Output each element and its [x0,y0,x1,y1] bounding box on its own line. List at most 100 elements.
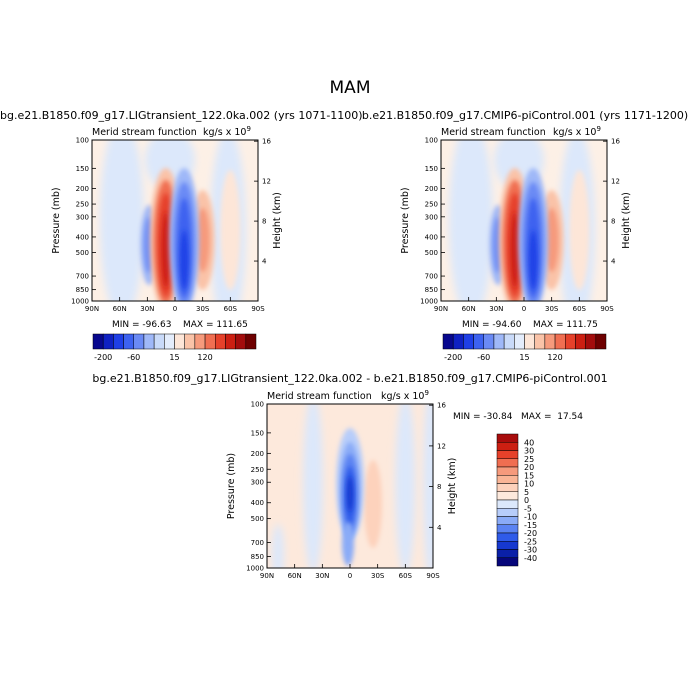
panel2-xtick-label: 30S [545,305,559,313]
colorbar-panel2-swatch [442,333,454,350]
colorbar-panel2-swatch [534,333,546,350]
colorbar-diff-swatch [496,508,519,517]
colorbar-diff-swatch [496,549,519,558]
colorbar-panel2: -200 -60 15 120 [442,333,607,362]
colorbar-diff-swatch [496,450,519,459]
panel3-field [267,404,433,568]
panel1-xtick-label: 60S [224,305,238,313]
panel2-ytick-label: 500 [425,249,438,257]
panel3-ytick-label: 500 [251,515,264,523]
panel1-field [92,140,258,301]
colorbar-panel2-swatch [554,333,566,350]
colorbar-diff-label: -25 [524,537,537,546]
panel2-cell [569,170,590,290]
colorbar-panel1: -200 -60 15 120 [92,333,257,362]
panel1-xtick-label: 90N [85,305,99,313]
colorbar-panel2-swatch [483,333,495,350]
colorbar-panel1-swatch [92,333,104,350]
colorbar-panel1-swatch [123,333,134,350]
colorbar-diff-swatch [496,499,519,509]
panel1-ytick-label: 100 [76,137,89,145]
panel3-ytick-label: 700 [251,539,264,547]
panel3-subtitle-left: Merid stream function [267,391,372,402]
panel3-region [303,404,324,568]
panel3-region [272,524,285,568]
colorbar-panel1-swatch [245,333,257,350]
panel1-cell [220,170,241,290]
panel1-cell-neg [180,230,189,290]
panel2-xtick-label: 90N [434,305,448,313]
panel3-xtick-label: 30S [371,572,385,580]
colorbar-panel1-swatch [133,333,145,350]
panel1-max-label: MAX = 111.65 [183,320,248,330]
panel2-ytick-right-label: 12 [611,178,620,186]
panel3-ytick-right-label: 12 [437,442,446,450]
panel2-plot: 90N 60N 30N 0 30S 60S 90S 100 150 200 250 300 400 500… [400,137,632,314]
colorbar-panel1-swatch [153,333,165,350]
panel2-min-label: MIN = -94.60 [462,320,522,330]
panel2-field [441,140,607,301]
colorbar-panel1-swatch [235,333,247,350]
colorbar-panel1-swatch [184,333,196,350]
panel2-ytick-label: 850 [425,286,438,294]
colorbar-panel1-swatch [204,333,216,350]
panel2-ytick-label: 700 [425,273,438,281]
colorbar-diff-swatch [496,491,519,501]
panel3-cell-neg [347,476,353,512]
panel2-xtick-label: 0 [522,305,526,313]
panel3-cell-neg [342,522,354,566]
colorbar-panel1-swatch [215,333,226,350]
panel1-region [100,140,144,301]
colorbar-diff-label: 25 [524,455,534,464]
panel1-xtick-label: 90S [251,305,265,313]
panel2-title: b.e21.B1850.f09_g17.CMIP6-piControl.001 … [361,109,689,122]
panel1-ytick-right-label: 8 [262,218,266,226]
panel3-ytick-label: 200 [251,450,264,458]
panel2-subtitle-units: kg/s x 109 [553,125,601,139]
panel2-ytick-label: 300 [425,213,438,221]
colorbar-diff-swatch [496,524,519,534]
panel3-ytick-label: 300 [251,479,264,487]
panel1-ytick-right-label: 16 [262,138,271,146]
panel2-ytick-label: 200 [425,185,438,193]
panel3-region [395,404,416,568]
colorbar-diff-swatch [496,442,519,451]
colorbar-panel1-label: 15 [169,353,179,362]
colorbar-diff-label: -20 [524,529,537,538]
colorbar-panel2-swatch [585,333,597,350]
colorbar-diff-swatch [496,433,519,443]
colorbar-diff-label: -15 [524,521,537,530]
panel1-ytick-right-label: 12 [262,178,271,186]
colorbar-panel2-label: -200 [444,353,462,362]
colorbar-panel2-swatch [575,333,586,350]
panel3-ytick-label: 400 [251,499,264,507]
panel3-xtick-label: 60N [288,572,302,580]
colorbar-panel2-swatch [503,333,515,350]
panel3-subtitle-units: kg/s x 109 [381,389,429,403]
colorbar-panel2-swatch [514,333,525,350]
colorbar-panel1-swatch [225,333,236,350]
colorbar-panel2-swatch [463,333,474,350]
panel3-ylabel-right: Height (km) [447,458,458,515]
colorbar-diff-swatch [496,541,519,550]
colorbar-diff-label: 0 [524,496,529,505]
colorbar-panel1-label: 120 [197,353,212,362]
colorbar-diff-swatch [496,516,519,525]
panel1-ylabel: Pressure (mb) [51,187,62,253]
panel1-ytick-label: 1000 [71,298,89,306]
panel3-ytick-label: 850 [251,553,264,561]
colorbar-diff-label: 40 [524,438,534,447]
panel1-ytick-right-label: 4 [262,258,267,266]
panel2-cell-neg [529,230,538,290]
colorbar-panel2-swatch [524,333,535,350]
panel1-min-label: MIN = -96.63 [112,320,172,330]
colorbar-panel2-label: 15 [519,353,529,362]
panel2-ylabel: Pressure (mb) [400,187,411,253]
colorbar-panel2-label: 120 [547,353,562,362]
colorbar-diff-label: -5 [524,504,532,513]
colorbar-panel2-swatch [452,333,464,350]
colorbar-panel1-swatch [194,333,206,350]
panel1-ytick-label: 200 [76,185,89,193]
panel3-ytick-label: 150 [251,429,264,437]
